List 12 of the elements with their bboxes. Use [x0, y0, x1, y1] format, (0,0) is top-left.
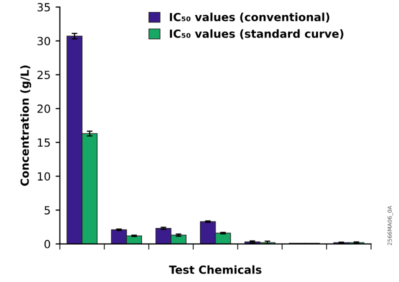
y-tick-label: 20 [38, 104, 50, 113]
y-tick-label: 35 [38, 3, 50, 12]
legend-label: IC₅₀ values (standard curve) [170, 29, 344, 40]
legend-label: IC₅₀ values (conventional) [170, 12, 330, 23]
y-tick-label: 10 [38, 172, 50, 181]
y-tick-label: 0 [44, 240, 50, 248]
y-tick-label: 25 [38, 70, 50, 80]
x-axis-title: Test Chemicals [169, 265, 262, 274]
y-tick-label: 5 [44, 206, 50, 214]
y-axis-title: Concentration (g/L) [20, 66, 32, 186]
y-tick-label: 30 [38, 36, 50, 46]
y-tick-label: 15 [38, 138, 50, 147]
